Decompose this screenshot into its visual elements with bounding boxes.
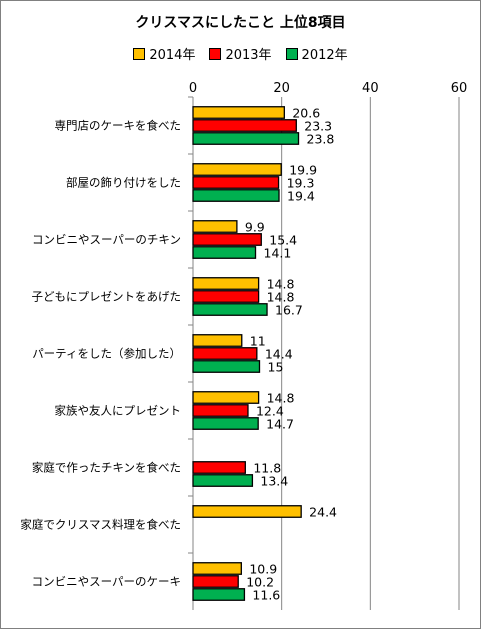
x-tick-label-40: 40 <box>362 81 379 96</box>
bar-2013年-8 <box>192 575 239 588</box>
data-label-2013年-5: 12.4 <box>256 403 284 418</box>
data-label-2014年-0: 20.6 <box>292 105 320 120</box>
data-label-2012年-4: 15 <box>268 359 284 374</box>
category-label-6: 家庭で作ったチキンを食べた <box>32 461 181 475</box>
bar-2014年-1 <box>192 163 282 176</box>
bar-2014年-3 <box>192 277 260 290</box>
bar-2012年-4 <box>192 360 261 373</box>
bar-2013年-0 <box>192 119 297 132</box>
bar-2013年-3 <box>192 290 260 303</box>
data-label-2013年-0: 23.3 <box>304 118 332 133</box>
bar-2013年-2 <box>192 233 262 246</box>
chart-legend: 2014年 2013年 2012年 <box>0 44 481 63</box>
data-label-2012年-3: 16.7 <box>275 302 303 317</box>
data-label-2014年-2: 9.9 <box>245 219 265 234</box>
data-label-2012年-0: 23.8 <box>307 131 335 146</box>
bar-2013年-5 <box>192 404 249 417</box>
data-label-2012年-1: 19.4 <box>287 188 315 203</box>
data-label-2014年-8: 10.9 <box>249 561 277 576</box>
x-tick-label-20: 20 <box>273 81 290 96</box>
data-label-2012年-5: 14.7 <box>266 416 294 431</box>
category-label-3: 子どもにプレゼントをあげた <box>32 290 182 304</box>
bar-2012年-6 <box>192 474 254 487</box>
bar-2012年-1 <box>192 189 280 202</box>
data-label-2013年-6: 11.8 <box>253 460 281 475</box>
data-label-2012年-8: 11.6 <box>252 587 280 602</box>
x-tick-label-60: 60 <box>451 81 468 96</box>
bar-2014年-0 <box>192 106 285 119</box>
data-label-2012年-6: 13.4 <box>260 473 288 488</box>
legend-label-2013: 2013年 <box>225 48 272 63</box>
x-tick-label-0: 0 <box>189 81 197 96</box>
data-label-2014年-1: 19.9 <box>289 162 317 177</box>
bar-2012年-2 <box>192 246 257 259</box>
legend-swatch-2014 <box>133 47 146 60</box>
bar-2014年-4 <box>192 334 243 347</box>
bar-2012年-3 <box>192 303 268 316</box>
legend-item-2014: 2014年 <box>133 44 195 63</box>
bar-2014年-7 <box>192 505 302 518</box>
legend-item-2012: 2012年 <box>285 44 348 63</box>
category-label-4: パーティをした（参加した） <box>32 347 181 361</box>
category-label-8: コンビニやスーパーのケーキ <box>32 575 181 589</box>
data-label-2014年-4: 11 <box>250 333 266 348</box>
bar-2012年-5 <box>192 417 259 430</box>
bar-2013年-6 <box>192 461 246 474</box>
data-label-2012年-2: 14.1 <box>264 245 292 260</box>
bar-2014年-2 <box>192 220 238 233</box>
legend-label-2014: 2014年 <box>149 48 196 63</box>
category-label-7: 家庭でクリスマス料理を食べた <box>20 518 181 532</box>
bar-2012年-0 <box>192 132 300 145</box>
legend-label-2012: 2012年 <box>301 48 348 63</box>
category-label-0: 専門店のケーキを食べた <box>55 119 182 133</box>
data-label-2013年-2: 15.4 <box>269 232 297 247</box>
data-label-2014年-5: 14.8 <box>267 390 295 405</box>
legend-swatch-2013 <box>209 47 222 60</box>
bar-2013年-4 <box>192 347 258 360</box>
data-label-2013年-1: 19.3 <box>287 175 315 190</box>
data-label-2013年-4: 14.4 <box>265 346 293 361</box>
legend-item-2013: 2013年 <box>209 44 272 63</box>
category-label-2: コンビニやスーパーのチキン <box>32 233 181 247</box>
chart-title: クリスマスにしたこと 上位8項目 <box>135 15 346 31</box>
legend-swatch-2012 <box>285 47 298 60</box>
bar-2012年-8 <box>192 588 246 601</box>
category-label-5: 家族や友人にプレゼント <box>55 404 182 418</box>
data-label-2014年-3: 14.8 <box>267 276 295 291</box>
category-label-1: 部屋の飾り付けをした <box>66 176 181 190</box>
data-label-2013年-3: 14.8 <box>267 289 295 304</box>
data-label-2014年-7: 24.4 <box>309 504 337 519</box>
bar-2013年-1 <box>192 176 280 189</box>
bar-2014年-8 <box>192 562 242 575</box>
bar-2014年-5 <box>192 391 260 404</box>
data-label-2013年-8: 10.2 <box>246 574 274 589</box>
